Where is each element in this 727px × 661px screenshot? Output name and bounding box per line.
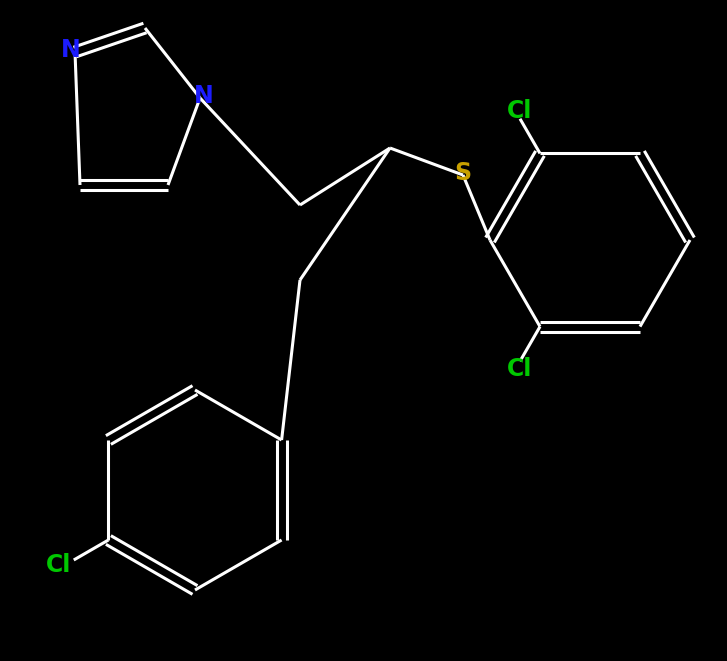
- Text: Cl: Cl: [507, 98, 533, 123]
- Text: S: S: [454, 161, 472, 185]
- Text: Cl: Cl: [46, 553, 71, 577]
- Text: N: N: [61, 38, 81, 62]
- Text: N: N: [194, 84, 214, 108]
- Text: Cl: Cl: [507, 357, 533, 381]
